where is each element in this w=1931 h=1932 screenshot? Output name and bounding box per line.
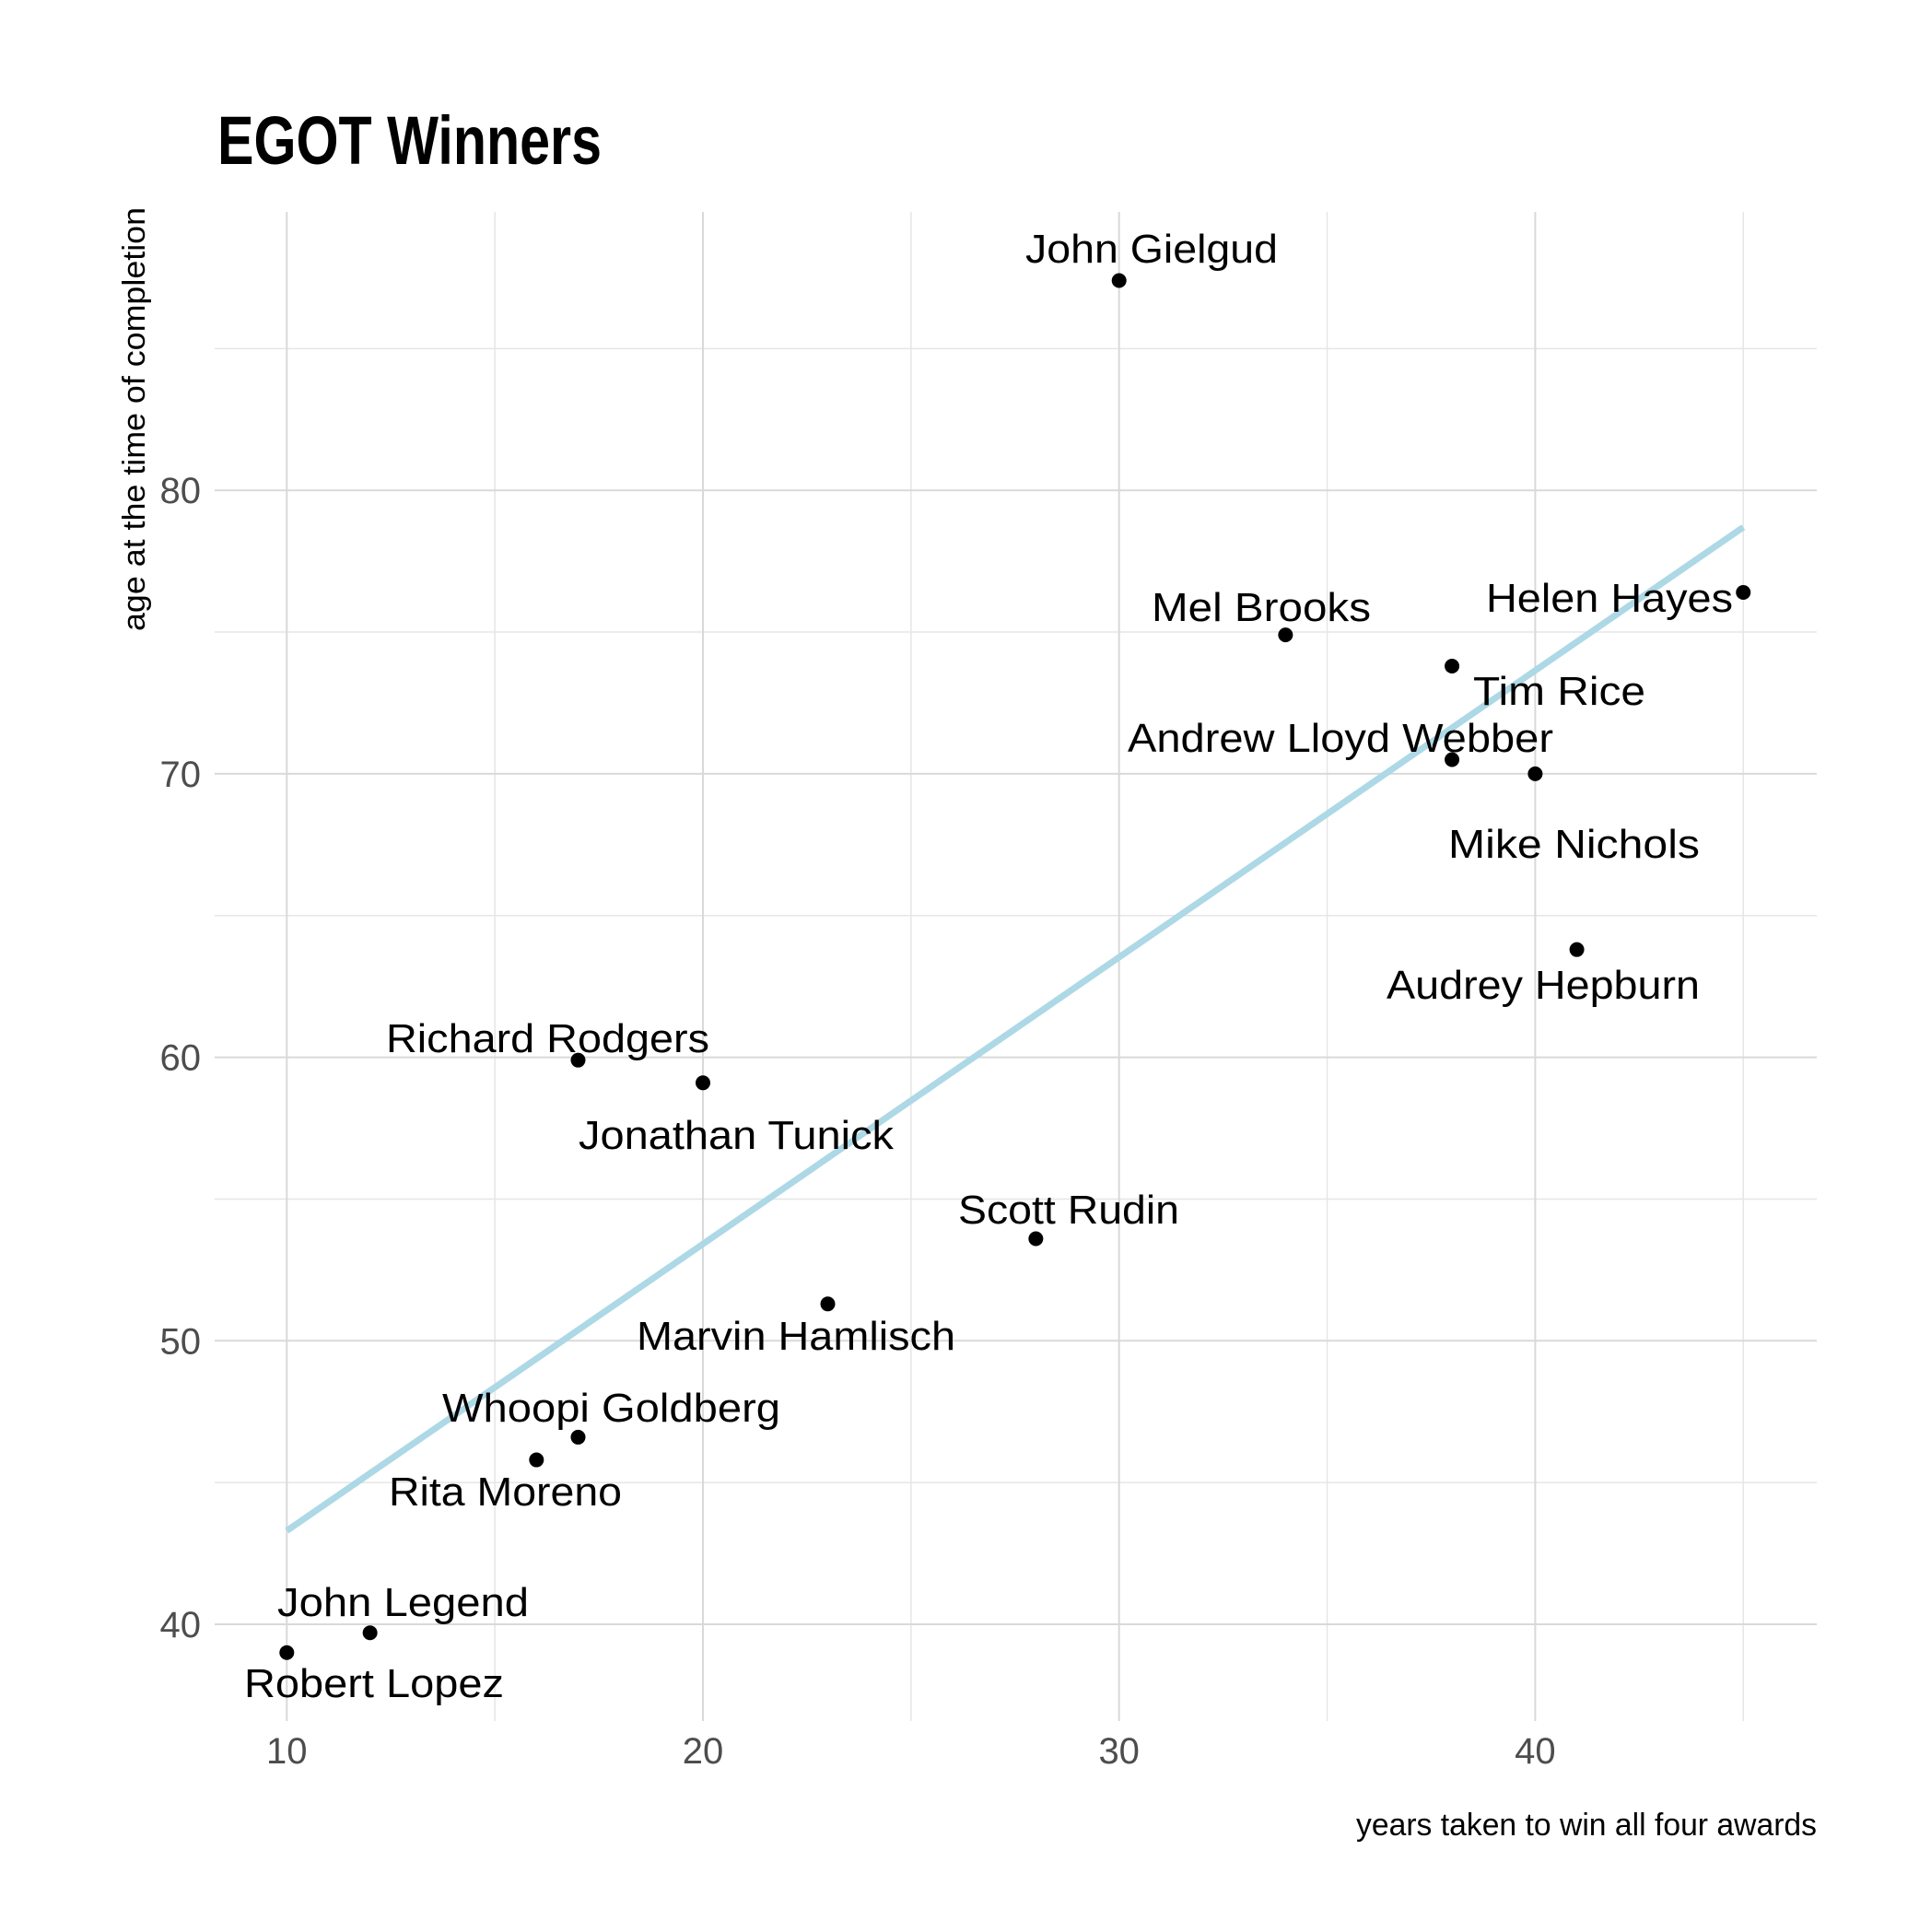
point-label: Rita Moreno — [389, 1469, 622, 1515]
point-label: John Gielgud — [1025, 227, 1278, 272]
point-label: Helen Hayes — [1486, 576, 1733, 621]
gridlines — [215, 212, 1817, 1721]
chart-title: EGOT Winners — [217, 102, 602, 179]
data-point — [570, 1052, 586, 1068]
regression-line — [285, 524, 1746, 1534]
data-point — [1445, 658, 1460, 673]
data-point — [529, 1452, 544, 1468]
trend-line — [285, 524, 1746, 1534]
point-label: Andrew Lloyd Webber — [1128, 716, 1553, 761]
y-tick-label: 40 — [160, 1605, 202, 1645]
y-tick-label: 80 — [160, 471, 202, 511]
point-label: Richard Rodgers — [386, 1016, 709, 1061]
point-label: Mike Nichols — [1448, 822, 1700, 867]
x-tick-label: 20 — [683, 1731, 724, 1772]
data-points — [279, 273, 1751, 1660]
x-axis-title: years taken to win all four awards — [1356, 1808, 1817, 1843]
data-point — [1028, 1231, 1044, 1247]
data-point — [1527, 766, 1543, 781]
x-tick-label: 30 — [1098, 1731, 1140, 1772]
y-axis-title: age at the time of completion — [117, 207, 152, 631]
data-point — [1736, 584, 1751, 600]
data-point — [362, 1625, 378, 1641]
y-tick-label: 50 — [160, 1321, 202, 1362]
data-point — [279, 1645, 295, 1660]
y-axis-ticks: 40 50 60 70 80 — [160, 471, 202, 1645]
data-point — [1445, 752, 1460, 767]
data-point — [1569, 942, 1585, 957]
x-tick-label: 40 — [1515, 1731, 1556, 1772]
point-labels: John Gielgud Helen Hayes Mel Brooks Tim Ric… — [244, 227, 1733, 1706]
point-label: Audrey Hepburn — [1387, 963, 1700, 1008]
point-label: Whoopi Goldberg — [442, 1386, 780, 1431]
y-tick-label: 60 — [160, 1038, 202, 1079]
y-tick-label: 70 — [160, 755, 202, 795]
point-label: Scott Rudin — [958, 1188, 1179, 1233]
x-axis-ticks: 10 20 30 40 — [266, 1731, 1556, 1772]
data-point — [696, 1075, 710, 1091]
data-point — [1278, 627, 1293, 643]
point-label: John Legend — [277, 1580, 529, 1625]
point-label: Mel Brooks — [1152, 585, 1371, 630]
point-label: Jonathan Tunick — [579, 1113, 895, 1158]
point-label: Marvin Hamlisch — [637, 1314, 955, 1359]
data-point — [1111, 273, 1127, 288]
x-tick-label: 10 — [266, 1731, 308, 1772]
point-label: Robert Lopez — [244, 1661, 504, 1706]
point-label: Tim Rice — [1473, 669, 1645, 714]
data-point — [820, 1296, 836, 1312]
data-point — [570, 1429, 586, 1445]
